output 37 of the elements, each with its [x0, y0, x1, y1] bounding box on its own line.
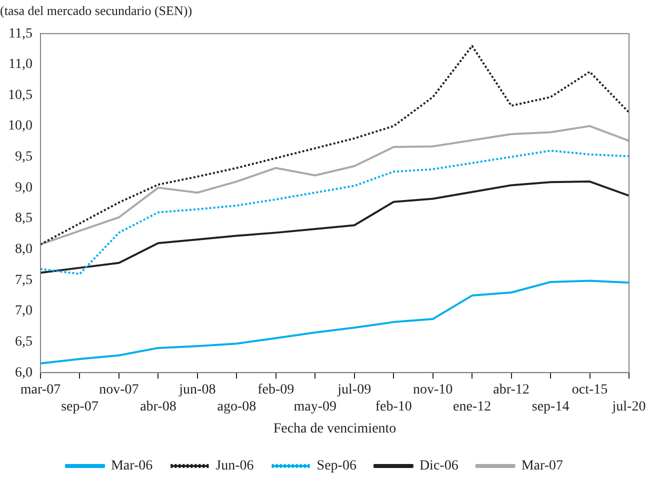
- line-series: [40, 150, 630, 275]
- y-tick-label: 7,5: [15, 272, 32, 288]
- y-tick-label: 11,5: [8, 26, 32, 42]
- x-tick-label: ago-08: [217, 399, 256, 414]
- legend-label: Sep-06: [316, 458, 356, 474]
- y-tick-label: 6,5: [15, 334, 32, 350]
- legend-label: Jun-06: [216, 458, 254, 474]
- x-tick-label: feb-09: [258, 382, 294, 398]
- x-tick-label: sep-07: [61, 399, 98, 414]
- x-tick-label: feb-10: [375, 399, 412, 414]
- x-tick-label: mar-07: [20, 382, 61, 398]
- y-tick-label: 10,5: [8, 88, 32, 103]
- legend-label: Mar-06: [110, 458, 153, 474]
- y-tick-label: 11,0: [8, 57, 32, 72]
- x-axis-title: Fecha de vencimiento: [273, 421, 396, 436]
- x-tick-label: abr-08: [140, 399, 176, 414]
- y-tick-label: 7,0: [15, 304, 32, 319]
- x-tick-label: nov-07: [99, 382, 139, 398]
- y-tick-label: 9,0: [15, 180, 32, 196]
- x-tick-label: nov-10: [412, 382, 453, 398]
- x-tick-label: sep-14: [532, 399, 570, 414]
- line-series: [40, 44, 630, 246]
- x-tick-label: ene-12: [453, 399, 492, 414]
- x-tick-label: jul-09: [336, 382, 372, 398]
- x-tick-label: may-09: [294, 399, 337, 414]
- y-tick-label: 8,0: [15, 242, 32, 257]
- y-tick-label: 8,5: [15, 211, 32, 226]
- x-tick-label: oct-15: [572, 382, 608, 398]
- legend-label: Mar-07: [521, 458, 564, 474]
- y-tick-label: 9,5: [15, 150, 32, 165]
- x-tick-label: jul-20: [611, 399, 646, 414]
- y-tick-label: 10,0: [8, 118, 32, 134]
- x-tick-label: abr-12: [493, 382, 530, 398]
- chart-title: (tasa del mercado secundario (SEN)): [0, 3, 192, 18]
- legend-label: Dic-06: [419, 458, 458, 474]
- x-tick-label: jun-08: [178, 382, 216, 398]
- y-tick-label: 6,0: [15, 365, 32, 380]
